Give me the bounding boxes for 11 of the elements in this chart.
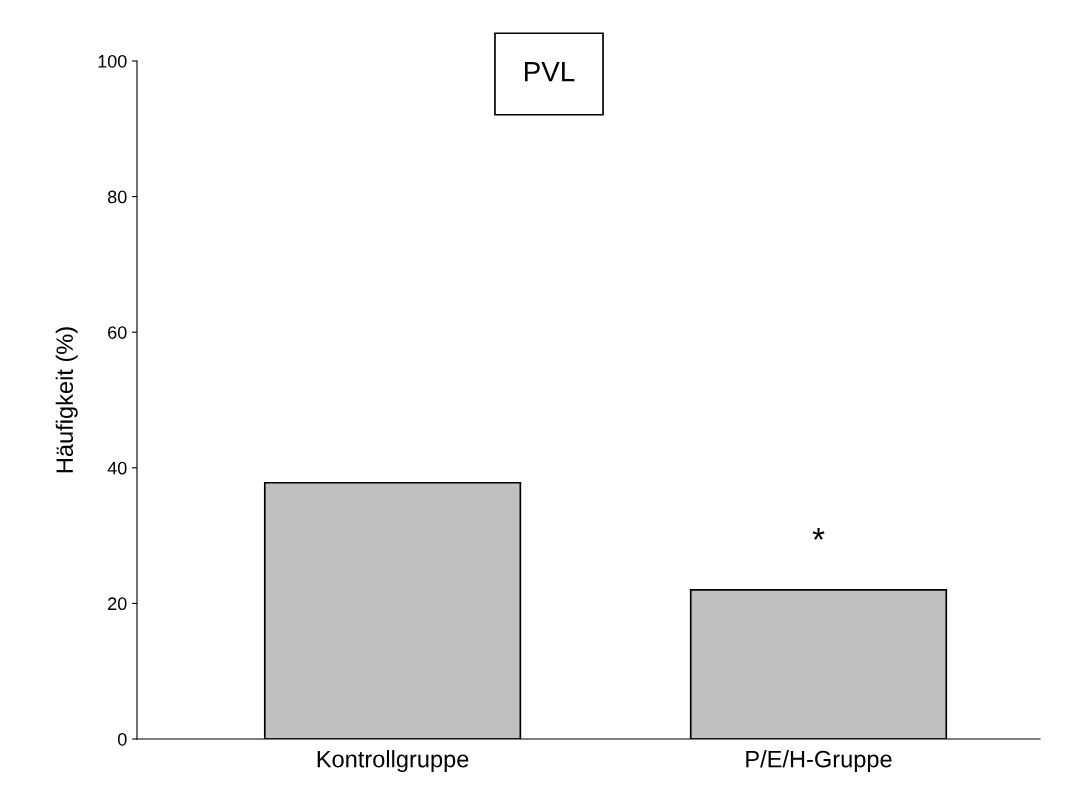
y-tick-label: 20 xyxy=(108,597,127,611)
x-tick-label: P/E/H-Gruppe xyxy=(746,750,892,773)
annotation: * xyxy=(812,528,825,540)
chart-title: PVL xyxy=(525,62,575,82)
y-tick-label: 40 xyxy=(107,461,127,475)
x-tick-label: Kontrollgruppe xyxy=(317,750,469,773)
y-tick-label: 60 xyxy=(108,326,127,339)
y-axis-title: Häufigkeit (%) xyxy=(55,327,78,473)
y-tick-label: 0 xyxy=(117,732,127,746)
y-tick-label: 100 xyxy=(98,54,127,68)
y-tick-label: 80 xyxy=(107,190,127,204)
